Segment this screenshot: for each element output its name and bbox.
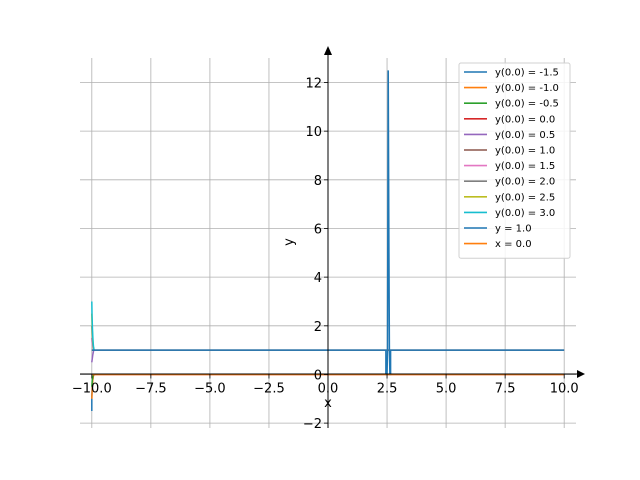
x-tick-label: −2.5 xyxy=(253,381,285,396)
legend: y(0.0) = -1.5 y(0.0) = -1.0 y(0.0) = -0.5 y… xyxy=(458,62,571,259)
legend-entry: y(0.0) = -1.5 xyxy=(495,68,559,79)
x-tick-label: 10.0 xyxy=(550,381,579,396)
ticks: −10.0 −7.5 −5.0 −2.5 0.0 2.5 5.0 7.5 10.0 −2 0 2 4 6 8… xyxy=(72,76,579,432)
legend-entry: x = 0.0 xyxy=(495,239,532,250)
y-tick-label: 10 xyxy=(305,125,322,140)
x-axis-arrow xyxy=(577,370,585,378)
y-tick-label: 6 xyxy=(314,222,322,237)
legend-entry: y(0.0) = 0.0 xyxy=(495,114,555,125)
y-axis-arrow xyxy=(324,46,332,55)
x-tick-label: 7.5 xyxy=(495,381,516,396)
series-line-9 xyxy=(91,301,96,351)
x-tick-label: 2.5 xyxy=(377,381,398,396)
legend-entry: y = 1.0 xyxy=(495,224,532,235)
legend-entry: y(0.0) = 1.5 xyxy=(495,161,555,172)
legend-entry: y(0.0) = -1.0 xyxy=(495,83,559,94)
y-axis-label: y xyxy=(282,238,297,246)
y-tick-label: 12 xyxy=(305,76,322,91)
series-line-10 xyxy=(91,70,565,376)
legend-entry: y(0.0) = 2.5 xyxy=(495,192,555,203)
axes xyxy=(80,46,585,428)
legend-entry: y(0.0) = 3.0 xyxy=(495,208,555,219)
x-tick-label: 5.0 xyxy=(436,381,457,396)
x-axis-label: x xyxy=(324,396,332,411)
x-tick-label: −7.5 xyxy=(135,381,167,396)
y-tick-label: −2 xyxy=(303,417,322,432)
legend-box xyxy=(458,62,571,259)
x-tick-label: −10.0 xyxy=(72,381,112,396)
legend-entry: y(0.0) = 1.0 xyxy=(495,146,555,157)
x-tick-label: −5.0 xyxy=(194,381,226,396)
y-tick-label: 8 xyxy=(314,174,322,189)
y-tick-label: 0 xyxy=(314,368,322,383)
legend-entry: y(0.0) = 0.5 xyxy=(495,130,555,141)
series-line-4 xyxy=(91,349,95,363)
legend-entry: y(0.0) = -0.5 xyxy=(495,99,559,110)
legend-entry: y(0.0) = 2.0 xyxy=(495,177,555,188)
y-tick-label: 4 xyxy=(314,271,322,286)
y-tick-label: 2 xyxy=(314,320,322,335)
x-tick-label: 0.0 xyxy=(318,381,339,396)
